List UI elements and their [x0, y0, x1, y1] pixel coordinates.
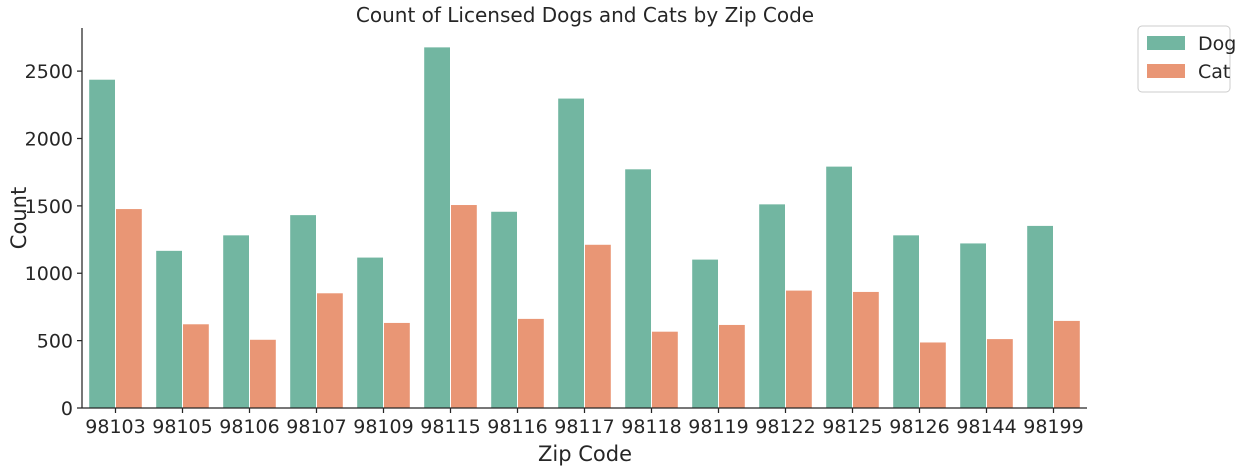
- x-ticks: 98103 98105 98106 98107 98109 98115 98116 98117…: [85, 408, 1084, 438]
- y-ticks: 0 500 1000 1500 2000 2500: [25, 61, 82, 420]
- bar-dog-98199: [1026, 224, 1054, 409]
- bar-dog-98109: [356, 256, 385, 409]
- bar-cat-98103: [115, 208, 143, 409]
- y-tick-label: 1500: [25, 196, 73, 218]
- bar-cat-98115: [450, 204, 478, 409]
- x-tick-label: 98126: [889, 416, 949, 438]
- x-tick-label: 98109: [353, 416, 413, 438]
- bar-dog-98117: [557, 97, 586, 409]
- bar-cat-98119: [718, 323, 746, 409]
- x-tick-label: 98122: [755, 416, 815, 438]
- bar-dog-98106: [222, 234, 250, 409]
- x-tick-label: 98199: [1023, 416, 1083, 438]
- legend-swatch-dog: [1147, 36, 1185, 50]
- x-tick-label: 98115: [420, 416, 480, 438]
- bar-dog-98122: [758, 203, 787, 409]
- x-tick-label: 98144: [956, 416, 1016, 438]
- y-tick-label: 1000: [25, 263, 73, 285]
- legend-label-cat: Cat: [1198, 61, 1230, 83]
- bar-cat-98106: [249, 338, 277, 409]
- bar-cat-98117: [584, 243, 612, 409]
- x-tick-label: 98103: [85, 416, 145, 438]
- bar-cat-98126: [919, 341, 947, 409]
- bar-cat-98118: [651, 330, 679, 409]
- bar-cat-98105: [182, 323, 210, 409]
- bar-dog-98125: [825, 165, 854, 409]
- x-tick-label: 98125: [822, 416, 882, 438]
- y-tick-label: 0: [61, 398, 73, 420]
- bar-dog-98118: [624, 168, 653, 409]
- legend: Dog Cat: [1137, 25, 1236, 93]
- y-tick-label: 2000: [25, 128, 73, 150]
- legend-swatch-cat: [1147, 64, 1185, 78]
- bars-layer: [88, 46, 1081, 409]
- chart-title: Count of Licensed Dogs and Cats by Zip C…: [356, 3, 814, 27]
- x-tick-label: 98116: [487, 416, 547, 438]
- bar-dog-98107: [289, 214, 318, 409]
- x-tick-label: 98119: [688, 416, 748, 438]
- y-tick-label: 500: [37, 331, 73, 353]
- x-tick-label: 98107: [286, 416, 346, 438]
- bar-dog-98116: [490, 210, 519, 409]
- bar-cat-98125: [852, 290, 880, 409]
- bar-dog-98103: [88, 78, 116, 409]
- bar-dog-98144: [959, 242, 988, 409]
- bar-dog-98126: [892, 234, 921, 409]
- x-tick-label: 98105: [152, 416, 212, 438]
- x-tick-label: 98118: [621, 416, 681, 438]
- bar-cat-98199: [1053, 319, 1081, 409]
- x-tick-label: 98106: [219, 416, 279, 438]
- bar-cat-98109: [383, 321, 411, 409]
- legend-label-dog: Dog: [1198, 33, 1236, 55]
- bar-dog-98115: [423, 46, 452, 409]
- bar-cat-98144: [986, 338, 1014, 409]
- y-axis-label: Count: [7, 187, 31, 249]
- bar-dog-98105: [155, 249, 183, 409]
- bar-dog-98119: [691, 258, 720, 409]
- bar-cat-98122: [785, 289, 813, 409]
- x-axis-label: Zip Code: [538, 442, 632, 466]
- bar-cat-98116: [517, 317, 545, 409]
- x-tick-label: 98117: [554, 416, 614, 438]
- bar-cat-98107: [316, 292, 344, 409]
- y-tick-label: 2500: [25, 61, 73, 83]
